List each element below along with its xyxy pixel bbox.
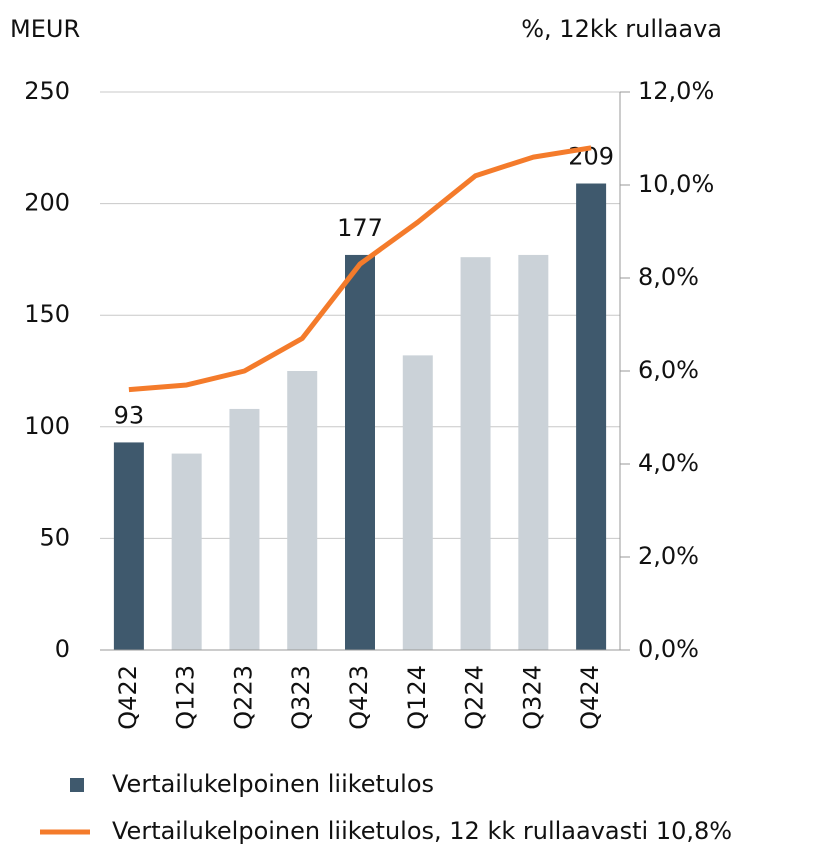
bar [287, 371, 318, 650]
y-tick-label: 250 [24, 77, 70, 105]
line [128, 145, 592, 393]
x-tick-label: Q424 [576, 665, 604, 730]
y-tick-label: 150 [24, 300, 70, 328]
bar [345, 254, 375, 650]
y2-tick-label: 8,0% [638, 263, 699, 291]
legend-label: Vertailukelpoinen liiketulos [112, 770, 434, 798]
bar [113, 442, 144, 650]
bar [229, 408, 260, 650]
x-tick-label: Q123 [172, 665, 200, 730]
y2-tick-label: 6,0% [638, 356, 699, 384]
y-tick-label: 50 [39, 523, 70, 551]
bar [402, 355, 433, 650]
y-tick-label: 200 [24, 189, 70, 217]
x-tick-label: Q423 [345, 665, 373, 730]
bar [460, 257, 491, 650]
y-tick-label: 0 [55, 635, 70, 663]
legend-label: Vertailukelpoinen liiketulos, 12 kk rull… [112, 817, 732, 845]
data-label: 93 [114, 401, 145, 429]
x-tick-label: Q223 [229, 665, 257, 730]
y2-axis-title: %, 12kk rullaava [521, 15, 722, 43]
y-axis-title: MEUR [10, 15, 80, 43]
x-tick-label: Q323 [287, 665, 315, 730]
x-tick-label: Q422 [114, 665, 142, 730]
y2-tick-label: 12,0% [638, 77, 714, 105]
bar [171, 453, 202, 650]
x-tick-label: Q324 [518, 665, 546, 730]
x-tick-label: Q224 [461, 665, 489, 730]
bar [518, 254, 549, 650]
x-tick-label: Q124 [403, 665, 431, 730]
bar [576, 183, 607, 650]
legend-marker [70, 778, 84, 792]
y2-tick-label: 0,0% [638, 635, 699, 663]
y2-tick-label: 4,0% [638, 449, 699, 477]
y2-tick-label: 2,0% [638, 542, 699, 570]
y2-tick-label: 10,0% [638, 170, 714, 198]
data-label: 177 [337, 214, 383, 242]
data-label: 209 [568, 143, 614, 171]
y-tick-label: 100 [24, 412, 70, 440]
